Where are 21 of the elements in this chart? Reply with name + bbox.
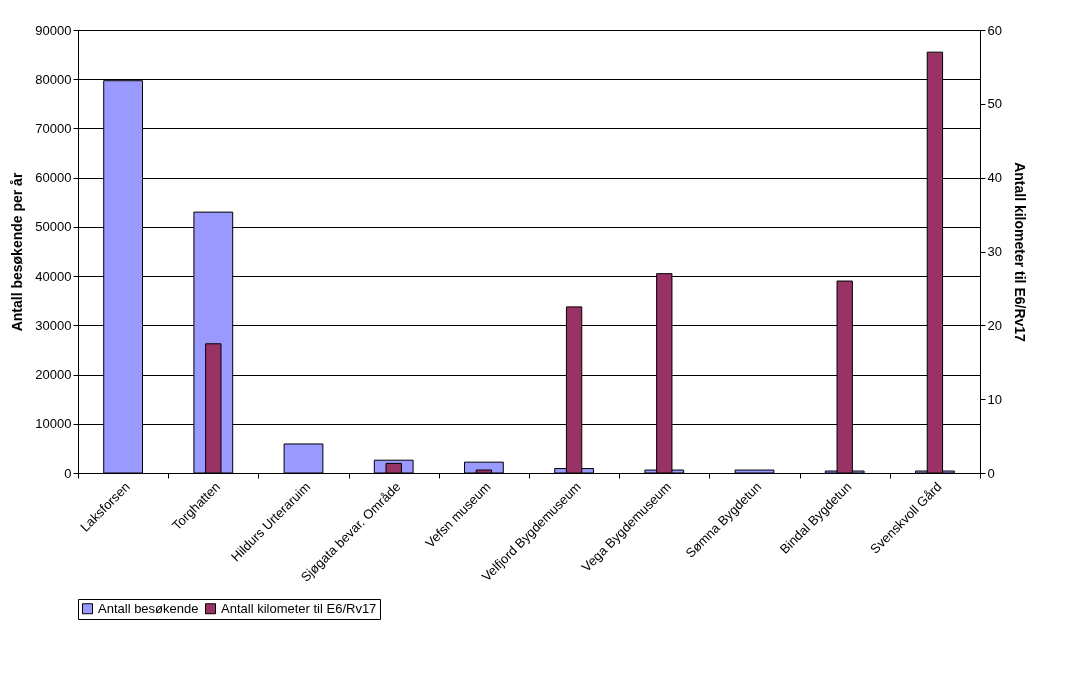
y2-tick-label: 0 <box>987 465 995 481</box>
y-tick-label: 60000 <box>35 170 72 186</box>
y2-tick-label: 20 <box>987 317 1002 333</box>
legend-label: Antall kilometer til E6/Rv17 <box>221 600 377 616</box>
y-tick-label: 0 <box>64 465 72 481</box>
legend-label: Antall besøkende <box>98 600 199 616</box>
y-tick-label: 20000 <box>35 367 72 383</box>
y-tick-label: 40000 <box>35 268 72 284</box>
y2-tick-label: 50 <box>987 96 1002 112</box>
y-tick-label: 50000 <box>35 219 72 235</box>
y-tick-label: 10000 <box>35 416 72 432</box>
y2-tick-label: 30 <box>987 244 1002 259</box>
y-tick-label: 80000 <box>35 71 72 87</box>
y2-tick-label: 40 <box>987 170 1002 186</box>
y2-tick-label: 10 <box>987 391 1002 407</box>
y-tick-label: 70000 <box>35 120 72 136</box>
y2-tick-label: 60 <box>987 22 1002 38</box>
y-tick-label: 90000 <box>35 22 72 38</box>
y-tick-label: 30000 <box>35 317 72 333</box>
y2-axis-title: Antall kilometer til E6/Rv17 <box>1011 162 1028 343</box>
y-axis-title: Antall besøkende per år <box>9 172 26 332</box>
